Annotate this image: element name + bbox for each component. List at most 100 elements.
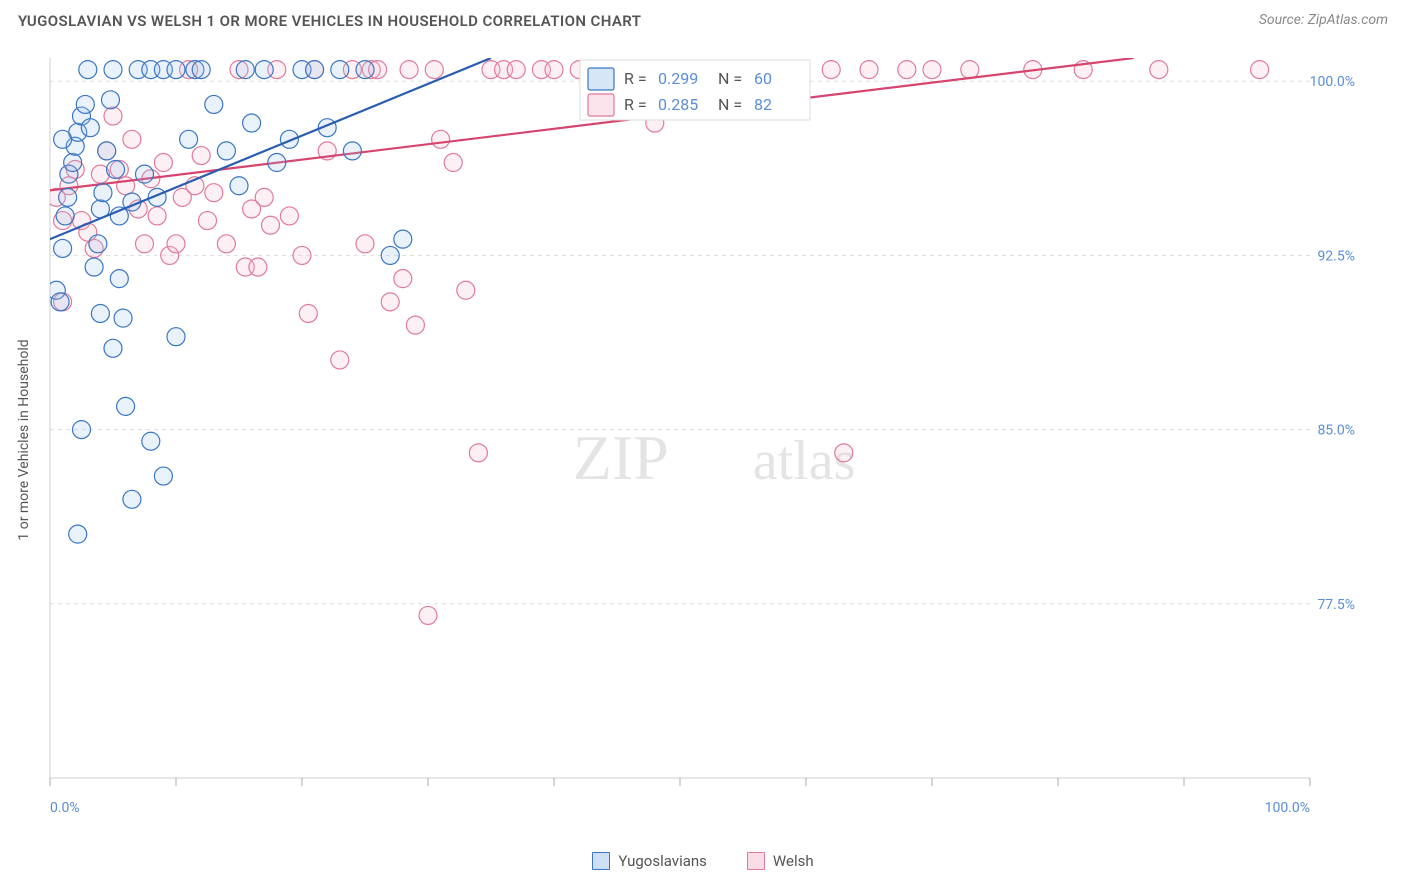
data-point: [331, 61, 349, 79]
data-point: [822, 61, 840, 79]
x-tick-label: 100.0%: [1265, 800, 1310, 816]
data-point: [64, 154, 82, 172]
data-point: [117, 397, 135, 415]
legend-item-welsh: Welsh: [747, 852, 814, 870]
data-point: [243, 114, 261, 132]
data-point: [104, 339, 122, 357]
legend-item-yugoslavians: Yugoslavians: [592, 852, 707, 870]
data-point: [154, 154, 172, 172]
data-point: [69, 525, 87, 543]
y-tick-label: 100.0%: [1310, 74, 1355, 90]
data-point: [81, 119, 99, 137]
data-point: [961, 61, 979, 79]
data-point: [167, 328, 185, 346]
data-point: [123, 490, 141, 508]
data-point: [1251, 61, 1269, 79]
data-point: [56, 207, 74, 225]
r-legend-swatch: [588, 94, 614, 116]
r-value: 0.299: [658, 69, 698, 88]
r-legend-swatch: [588, 68, 614, 90]
data-point: [192, 61, 210, 79]
source-label: Source: ZipAtlas.com: [1259, 12, 1388, 28]
x-tick-label: 0.0%: [50, 800, 80, 816]
n-value: 60: [754, 69, 772, 88]
data-point: [444, 154, 462, 172]
data-point: [107, 160, 125, 178]
data-point: [835, 444, 853, 462]
data-point: [236, 61, 254, 79]
header: YUGOSLAVIAN VS WELSH 1 OR MORE VEHICLES …: [0, 0, 1406, 44]
data-point: [860, 61, 878, 79]
data-point: [73, 421, 91, 439]
data-point: [356, 235, 374, 253]
r-label: R =: [624, 95, 647, 114]
data-point: [469, 444, 487, 462]
data-point: [101, 91, 119, 109]
data-point: [59, 188, 77, 206]
data-point: [136, 165, 154, 183]
data-point: [898, 61, 916, 79]
n-label: N =: [718, 95, 742, 114]
data-point: [457, 281, 475, 299]
data-point: [217, 142, 235, 160]
data-point: [268, 154, 286, 172]
data-point: [205, 95, 223, 113]
data-point: [923, 61, 941, 79]
swatch-yugoslavians: [592, 852, 610, 870]
data-point: [299, 304, 317, 322]
data-point: [104, 107, 122, 125]
data-point: [79, 61, 97, 79]
data-point: [154, 467, 172, 485]
data-point: [89, 235, 107, 253]
r-label: R =: [624, 69, 647, 88]
legend-label-yugoslavians: Yugoslavians: [618, 852, 707, 870]
data-point: [249, 258, 267, 276]
data-point: [419, 606, 437, 624]
data-point: [76, 95, 94, 113]
data-point: [432, 130, 450, 148]
legend-label-welsh: Welsh: [773, 852, 814, 870]
data-point: [356, 61, 374, 79]
data-point: [381, 293, 399, 311]
trendline: [50, 58, 491, 239]
y-axis-label: 1 or more Vehicles in Household: [16, 339, 32, 540]
data-point: [1150, 61, 1168, 79]
data-point: [406, 316, 424, 334]
data-point: [217, 235, 235, 253]
data-point: [381, 246, 399, 264]
data-point: [293, 246, 311, 264]
data-point: [230, 177, 248, 195]
bottom-legend: Yugoslavians Welsh: [0, 852, 1406, 870]
scatter-plot: 77.5%85.0%92.5%100.0%0.0%100.0%ZIPatlasR…: [40, 48, 1360, 818]
n-label: N =: [718, 69, 742, 88]
data-point: [507, 61, 525, 79]
y-tick-label: 92.5%: [1317, 248, 1355, 264]
data-point: [94, 184, 112, 202]
chart-area: 77.5%85.0%92.5%100.0%0.0%100.0%ZIPatlasR…: [40, 48, 1360, 818]
data-point: [343, 142, 361, 160]
data-point: [255, 188, 273, 206]
chart-title: YUGOSLAVIAN VS WELSH 1 OR MORE VEHICLES …: [18, 12, 641, 30]
data-point: [114, 309, 132, 327]
data-point: [394, 270, 412, 288]
data-point: [91, 304, 109, 322]
source-name: ZipAtlas.com: [1308, 12, 1388, 28]
data-point: [148, 207, 166, 225]
data-point: [545, 61, 563, 79]
n-value: 82: [754, 95, 772, 114]
source-prefix: Source:: [1259, 12, 1308, 28]
data-point: [51, 293, 69, 311]
data-point: [142, 432, 160, 450]
data-point: [180, 130, 198, 148]
data-point: [400, 61, 418, 79]
data-point: [262, 216, 280, 234]
data-point: [255, 61, 273, 79]
y-tick-label: 77.5%: [1317, 597, 1355, 613]
data-point: [167, 61, 185, 79]
data-point: [104, 61, 122, 79]
data-point: [54, 130, 72, 148]
data-point: [280, 207, 298, 225]
swatch-welsh: [747, 852, 765, 870]
data-point: [110, 270, 128, 288]
data-point: [167, 235, 185, 253]
